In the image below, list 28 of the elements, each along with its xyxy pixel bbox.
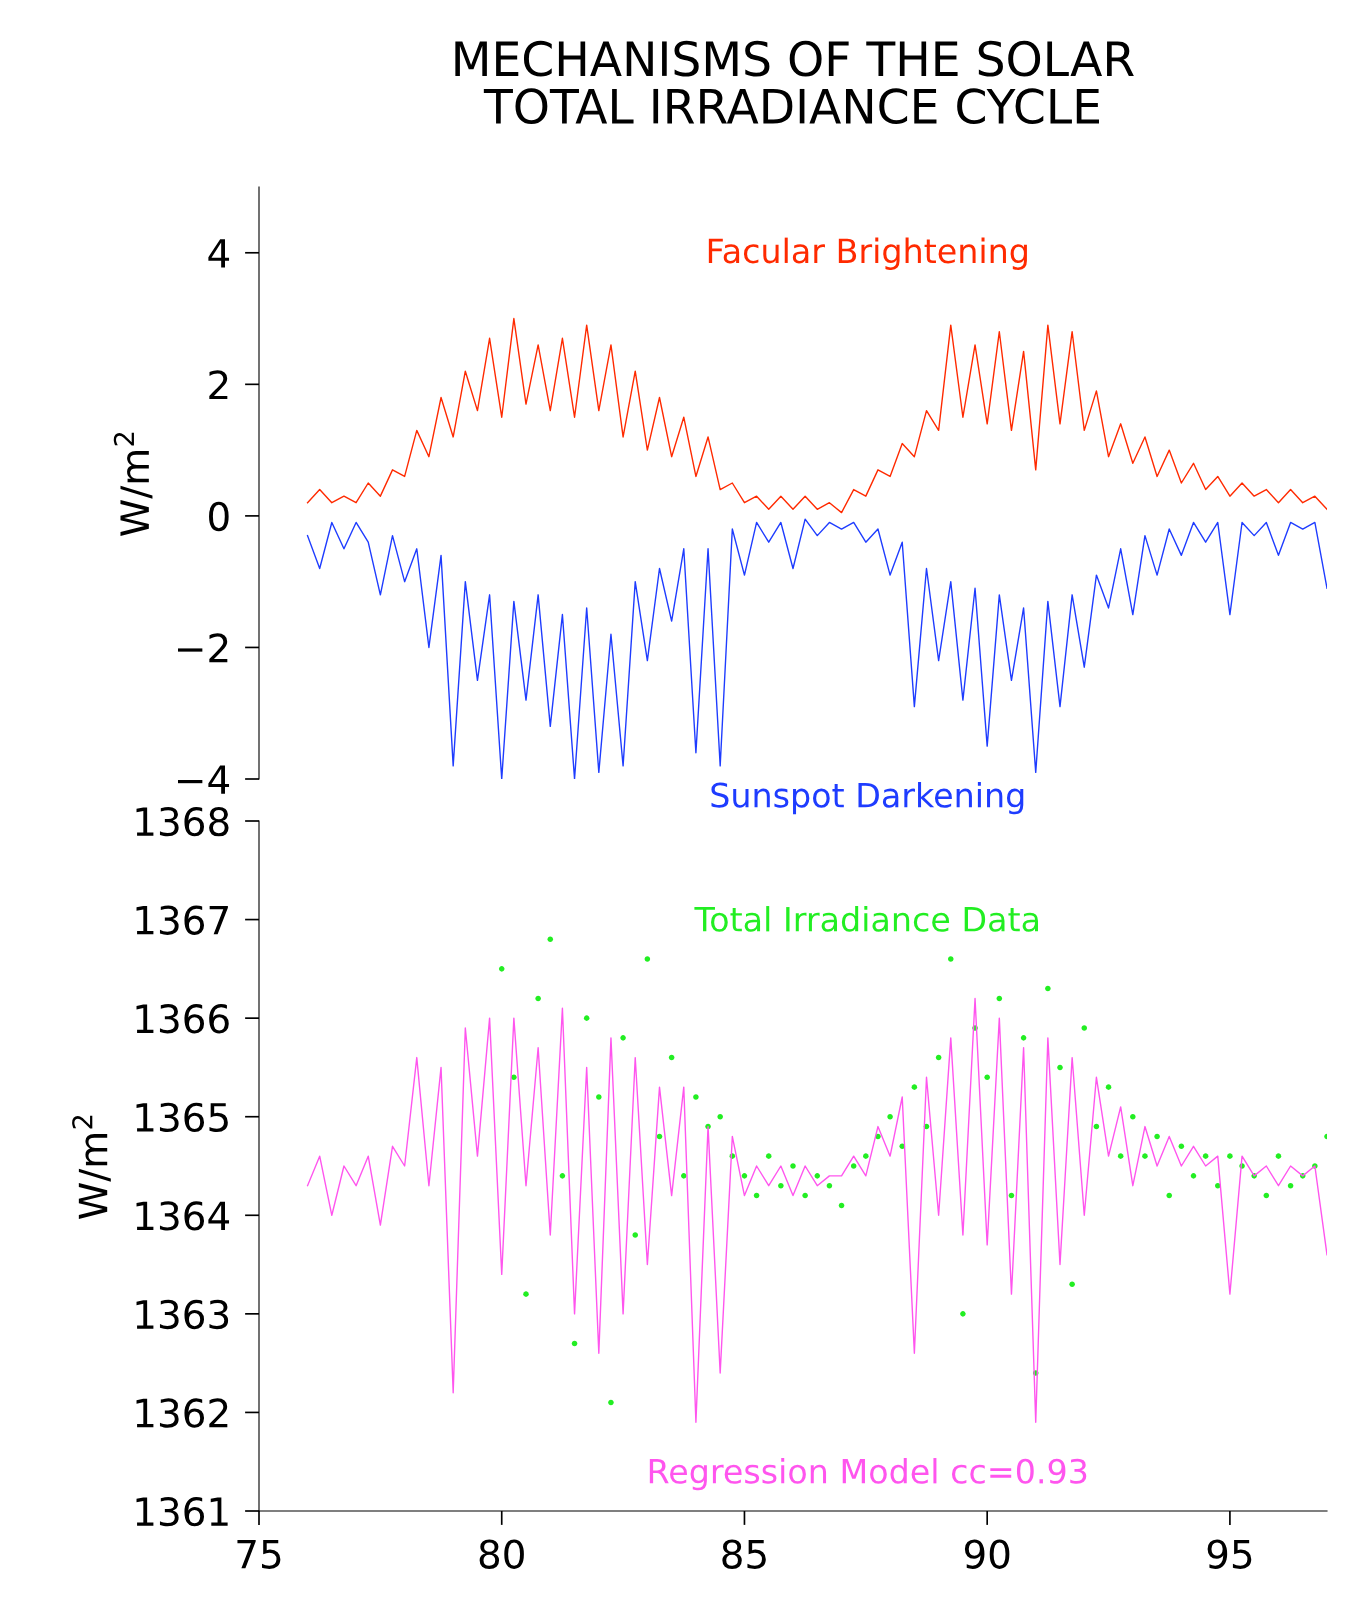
y-tick-label: 1368 (136, 806, 229, 837)
y-tick-label: 0 (209, 501, 229, 532)
y-tick-label: 1362 (136, 1398, 228, 1428)
x-tick-label: 90 (964, 1539, 1010, 1569)
line-series (306, 518, 1327, 779)
y-tick-label: 1361 (136, 1496, 228, 1527)
x-tick-label: 95 (1207, 1539, 1252, 1569)
x-tick-label: 75 (237, 1539, 281, 1569)
series-label: Facular Brightening (708, 237, 1027, 270)
y-tick-label: 4 (208, 239, 230, 268)
y-axis-title: W/m$^{2}$ (72, 1115, 111, 1219)
y-tick-label: −2 (178, 633, 228, 663)
y-tick-label: −4 (178, 765, 230, 794)
line-series (306, 997, 1327, 1423)
series-label: Sunspot Darkening (711, 781, 1024, 815)
y-tick-label: 1366 (136, 1004, 229, 1034)
y-tick-label: 1365 (136, 1102, 228, 1133)
chart-title: MECHANISMS OF THE SOLAR TOTAL IRRADIANCE CYCLE (455, 40, 1134, 125)
y-tick-label: 1364 (136, 1201, 230, 1231)
series-label: Regression Model cc=0.93 (649, 1458, 1087, 1491)
y-axis-title: W/m$^{2}$ (113, 432, 153, 536)
series-label: Total Irradiance Data (694, 906, 1038, 932)
y-tick-label: 2 (209, 370, 228, 400)
line-series (306, 317, 1327, 514)
x-tick-label: 80 (479, 1539, 524, 1569)
x-tick-label: 85 (722, 1539, 766, 1569)
y-tick-label: 1363 (136, 1299, 229, 1330)
y-tick-label: 1367 (136, 905, 228, 935)
